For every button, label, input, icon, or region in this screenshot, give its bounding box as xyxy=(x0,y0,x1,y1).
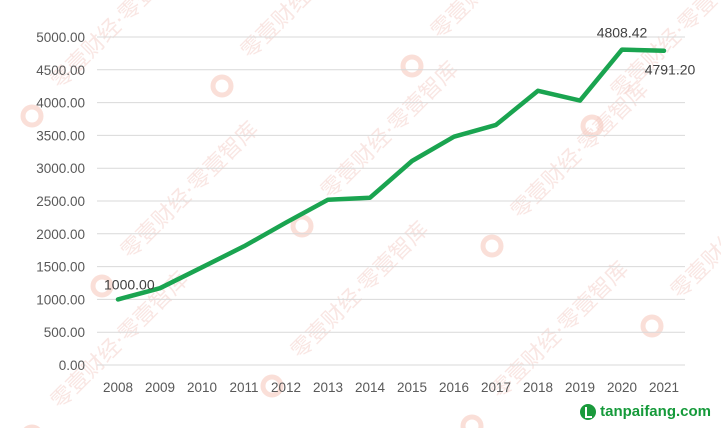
x-tick-label: 2009 xyxy=(145,380,175,395)
x-tick-label: 2012 xyxy=(271,380,301,395)
y-tick-label: 1500.00 xyxy=(36,260,85,275)
series-line xyxy=(115,47,667,302)
y-tick-label: 4000.00 xyxy=(36,96,85,111)
x-tick-label: 2020 xyxy=(607,380,637,395)
x-tick-label: 2021 xyxy=(649,380,679,395)
watermark-text: 零壹财经·零壹智库 xyxy=(427,0,574,44)
data-label: 4791.20 xyxy=(645,62,696,78)
data-labels: 1000.00 4808.42 4791.20 xyxy=(104,25,696,293)
x-axis-ticks: 2008 2009 2010 2011 2012 2013 2014 2015 2016 2017… xyxy=(103,380,679,395)
watermark-logo-icon xyxy=(290,214,314,238)
gridlines xyxy=(97,36,685,366)
watermark-logo-icon xyxy=(210,74,234,98)
leaf-check-icon xyxy=(580,403,597,420)
y-tick-label: 2000.00 xyxy=(36,227,85,242)
watermark-logo-icon xyxy=(23,424,41,428)
y-tick-label: 500.00 xyxy=(44,325,85,340)
watermark-logo-icon xyxy=(20,104,44,128)
x-tick-label: 2015 xyxy=(397,380,427,395)
watermark-text: 零壹财经·零壹智库 xyxy=(47,0,194,94)
x-tick-label: 2018 xyxy=(523,380,553,395)
data-label: 1000.00 xyxy=(104,276,155,292)
y-tick-label: 4500.00 xyxy=(36,63,85,78)
x-tick-label: 2010 xyxy=(187,380,217,395)
watermark-logo-icon xyxy=(640,314,664,338)
y-tick-label: 3000.00 xyxy=(36,161,85,176)
data-label: 4808.42 xyxy=(597,25,648,41)
x-tick-label: 2014 xyxy=(355,380,386,395)
x-tick-label: 2013 xyxy=(313,380,343,395)
watermark-logo-icon xyxy=(480,234,504,258)
watermark-text: 零壹财经·零壹智库 xyxy=(237,0,384,64)
x-tick-label: 2016 xyxy=(439,380,469,395)
y-tick-label: 2500.00 xyxy=(36,194,85,209)
y-tick-label: 1000.00 xyxy=(36,292,85,307)
series-layer xyxy=(115,47,667,302)
watermark-text: 零壹财经·零壹智库 xyxy=(667,157,721,304)
watermark-logo-icon xyxy=(90,274,114,298)
brand-text: tanpaifang.com xyxy=(600,403,711,420)
x-tick-label: 2017 xyxy=(481,380,511,395)
watermark-logo-icon xyxy=(260,374,284,398)
y-tick-label: 5000.00 xyxy=(36,30,85,45)
x-tick-label: 2008 xyxy=(103,380,133,395)
watermark-text: 零壹财经·零壹智库 xyxy=(117,117,264,264)
y-tick-label: 3500.00 xyxy=(36,128,85,143)
watermark-logo-icon xyxy=(460,414,484,428)
x-tick-label: 2019 xyxy=(565,380,595,395)
brand-watermark: tanpaifang.com xyxy=(580,403,711,420)
y-tick-label: 0.00 xyxy=(59,358,85,373)
watermark-logo-icon xyxy=(400,54,424,78)
y-axis-ticks: 0.00 500.00 1000.00 1500.00 2000.00 2500.00 30… xyxy=(36,30,85,373)
watermark-text: 零壹财经·零壹智库 xyxy=(287,217,434,364)
x-tick-label: 2011 xyxy=(229,380,258,395)
